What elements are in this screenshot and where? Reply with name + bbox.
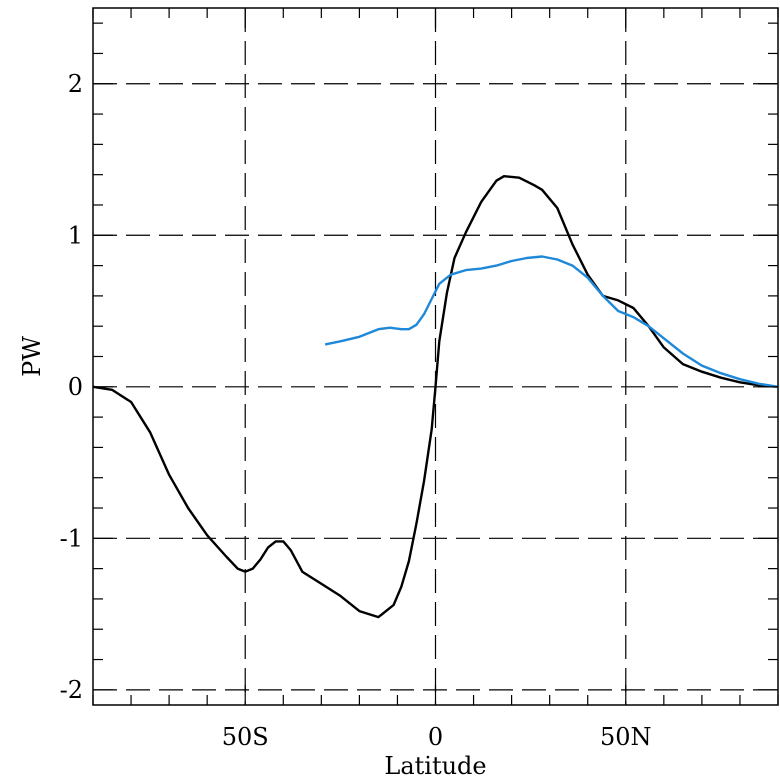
series-group bbox=[92, 174, 779, 619]
plot-frame bbox=[92, 7, 779, 706]
y-axis-label: PW bbox=[18, 336, 46, 377]
y-tick-label: -2 bbox=[60, 676, 83, 704]
series-line-0 bbox=[92, 174, 779, 619]
y-tick-label: 1 bbox=[68, 221, 83, 249]
x-tick-label: 50S bbox=[222, 723, 269, 751]
x-tick-labels: 50S 0 50N bbox=[222, 723, 652, 751]
y-tick-label: 2 bbox=[68, 70, 83, 98]
y-tick-label: 0 bbox=[68, 373, 83, 401]
x-axis-label: Latitude bbox=[384, 752, 486, 778]
y-tick-labels: -2 -1 0 1 2 bbox=[60, 70, 83, 704]
x-tick-label: 0 bbox=[428, 723, 443, 751]
x-tick-label: 50N bbox=[600, 723, 652, 751]
y-tick-label: -1 bbox=[60, 524, 83, 552]
series-line-1 bbox=[324, 255, 779, 388]
